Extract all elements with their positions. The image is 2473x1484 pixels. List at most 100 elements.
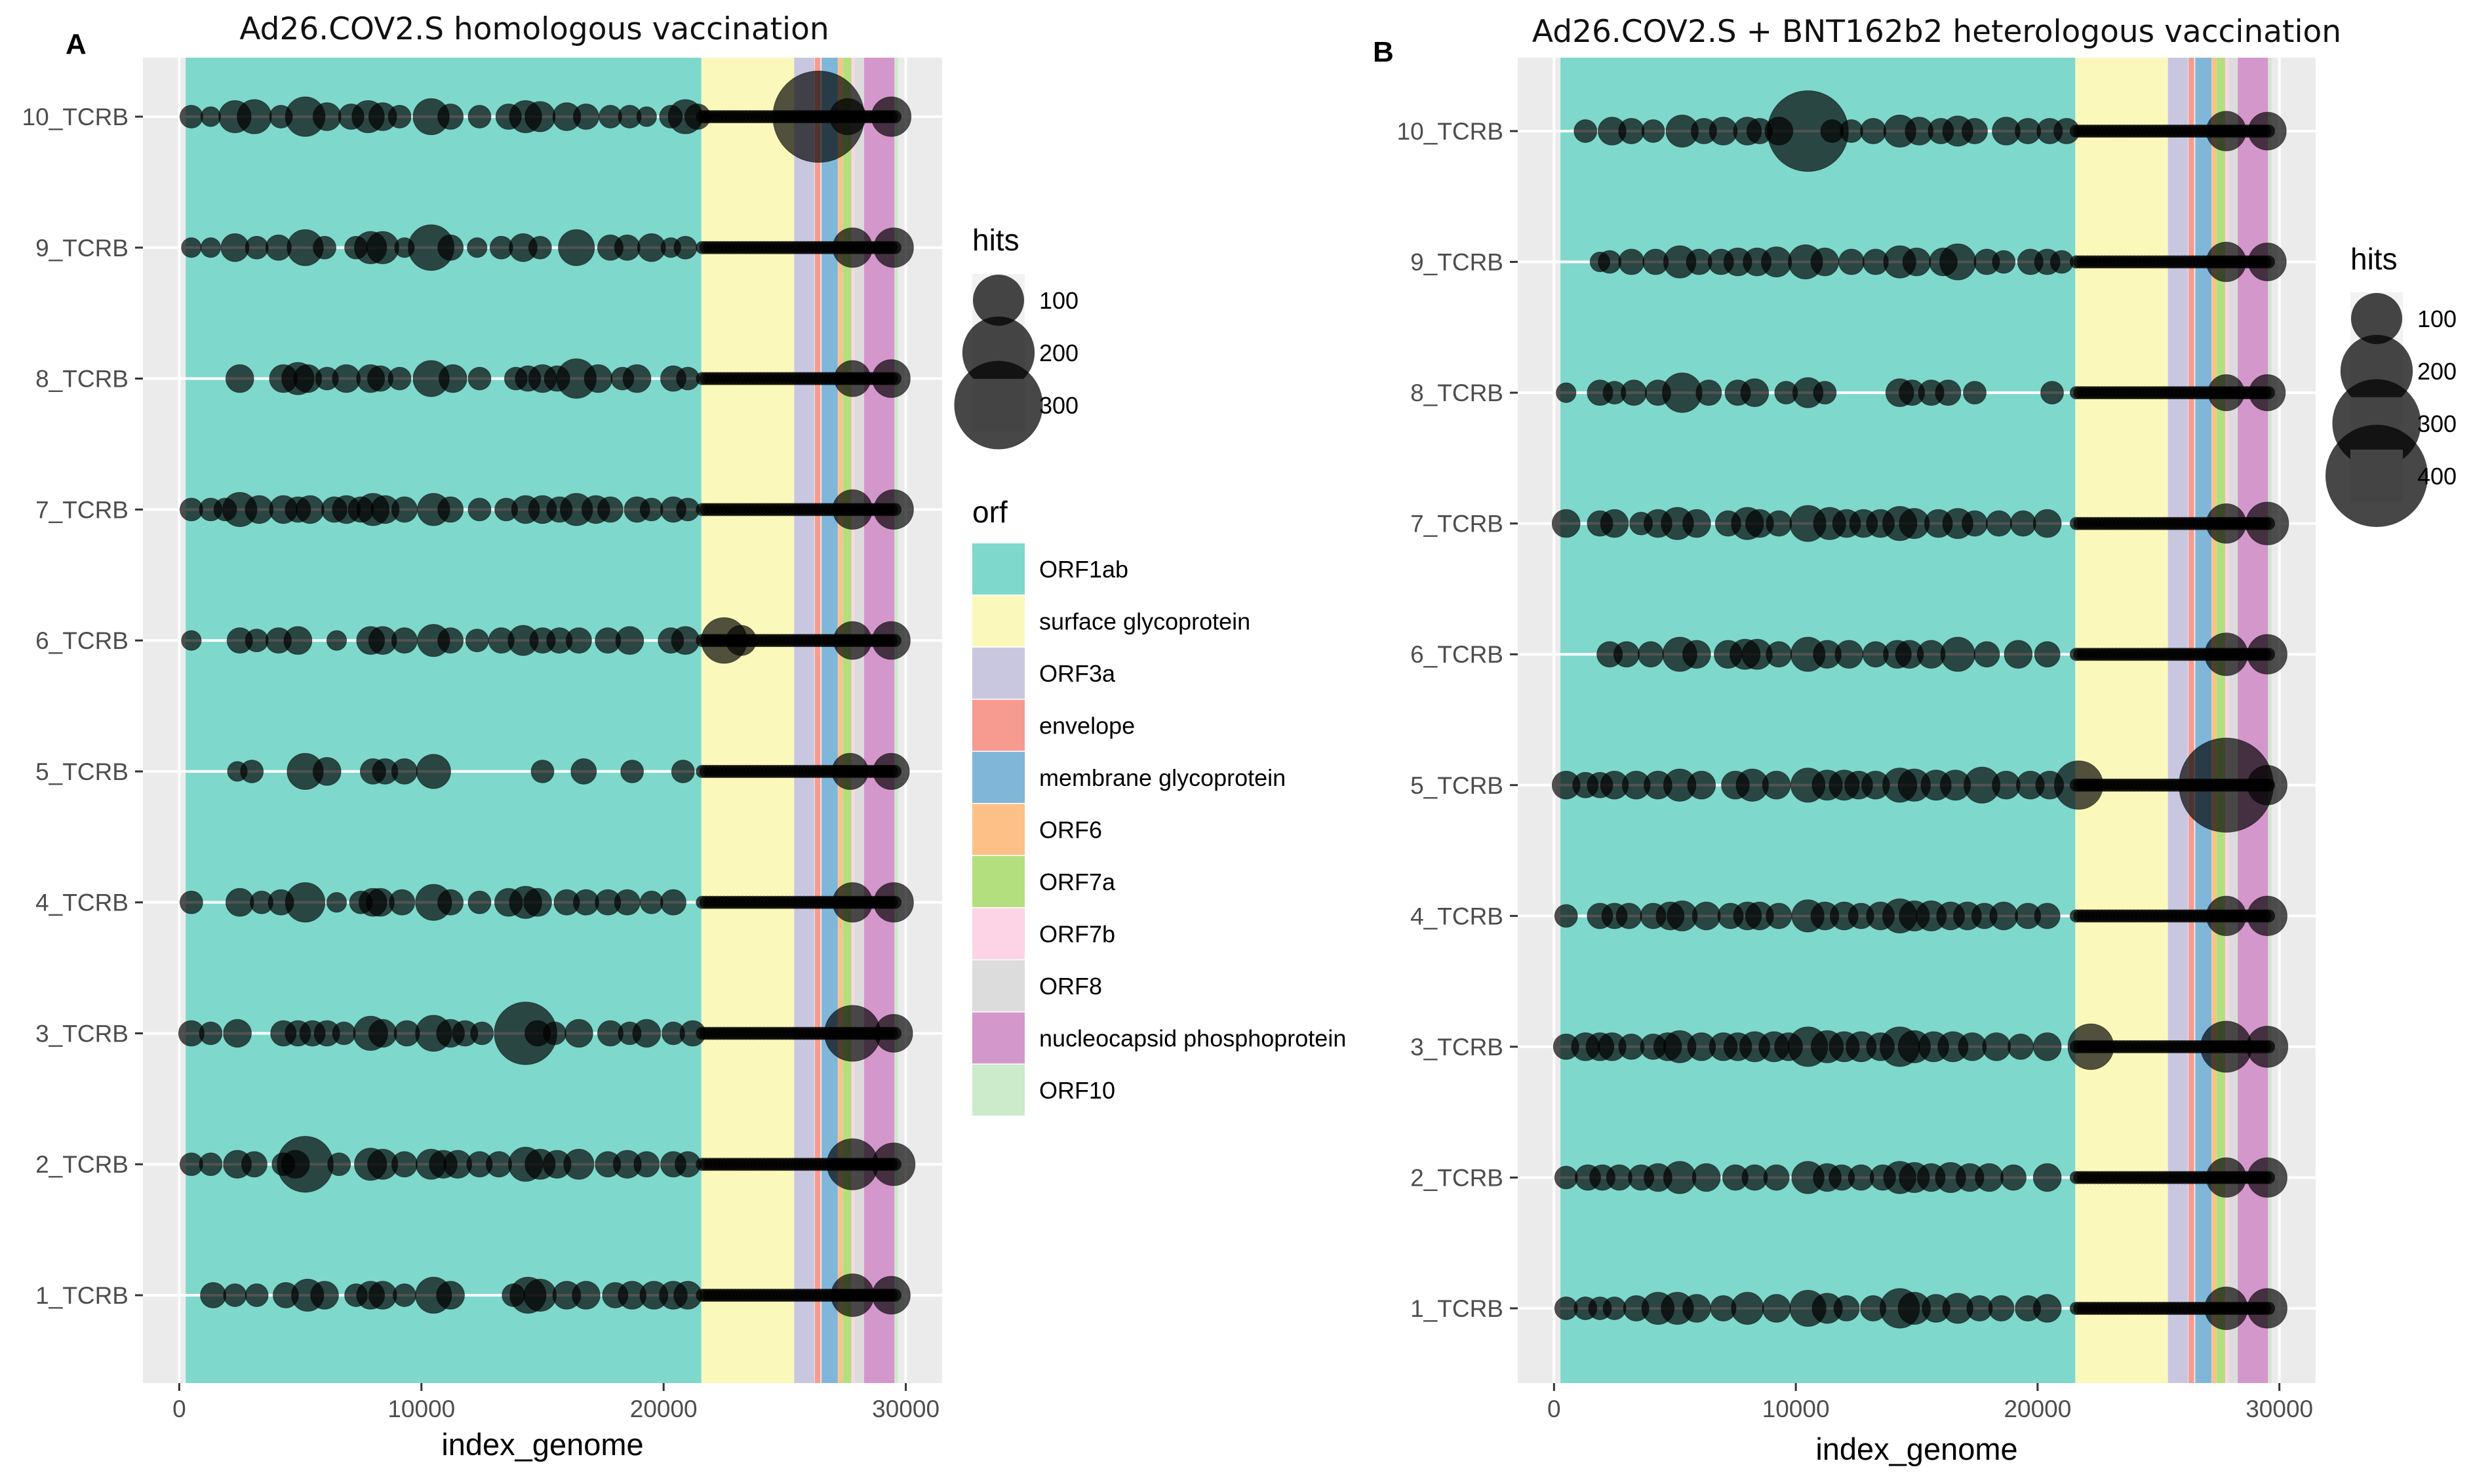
- data-point: [660, 889, 686, 916]
- data-point: [285, 882, 326, 923]
- data-point: [199, 1152, 223, 1177]
- data-point: [1740, 378, 1770, 407]
- data-point: [2246, 1025, 2289, 1068]
- hits-size-legend-b: 100 200 300 400: [2325, 292, 2457, 527]
- orf-legend-label: ORF10: [1039, 1077, 1115, 1104]
- y-tick-label: 7_TCRB: [1410, 511, 1503, 537]
- data-point: [387, 105, 412, 128]
- hits-size-legend-a: 100 200 300: [954, 274, 1078, 450]
- data-point: [467, 237, 488, 258]
- data-point: [389, 889, 416, 916]
- data-point: [436, 1281, 465, 1310]
- y-tick-label: 1_TCRB: [1410, 1295, 1503, 1322]
- data-point: [826, 1138, 879, 1190]
- data-point: [2032, 1032, 2062, 1061]
- data-point: [283, 626, 313, 655]
- data-point: [622, 364, 652, 393]
- panel-b-legends: hits 100 200 300 400: [2325, 242, 2457, 527]
- orf-region: [2188, 58, 2194, 1383]
- legend-size-point: [2351, 293, 2402, 344]
- data-point: [200, 106, 222, 127]
- data-point: [1940, 636, 1975, 672]
- data-point: [1692, 901, 1721, 931]
- data-point: [245, 1283, 269, 1307]
- data-point: [570, 758, 597, 785]
- data-point: [1687, 770, 1716, 800]
- data-point: [437, 104, 464, 130]
- data-point: [391, 627, 418, 654]
- data-point: [225, 888, 254, 917]
- data-point: [1615, 903, 1642, 929]
- data-point: [437, 889, 464, 916]
- data-point: [871, 96, 912, 137]
- legend-size-label: 300: [1039, 392, 1078, 419]
- y-tick-label: 1_TCRB: [35, 1282, 129, 1309]
- x-tick-label: 0: [172, 1396, 186, 1422]
- data-point: [584, 364, 613, 393]
- hits-legend-title-b: hits: [2350, 242, 2398, 276]
- panel-label-b: B: [1373, 36, 1394, 68]
- data-point: [1838, 248, 1865, 275]
- data-point: [1963, 381, 1987, 405]
- panel-a-points: [178, 70, 916, 1318]
- data-point: [277, 1135, 334, 1193]
- data-point: [326, 630, 347, 651]
- data-point: [181, 237, 202, 258]
- data-point: [636, 106, 657, 127]
- data-point: [1682, 1294, 1711, 1323]
- data-point: [2247, 895, 2287, 937]
- data-point: [2206, 111, 2247, 151]
- data-point: [1860, 118, 1887, 144]
- orf-legend-label: envelope: [1039, 713, 1135, 739]
- orf-legend-swatch: [972, 856, 1025, 907]
- data-point: [725, 625, 757, 656]
- data-point: [833, 621, 872, 660]
- orf-legend-label: ORF8: [1039, 973, 1102, 1000]
- y-tick-label: 2_TCRB: [35, 1151, 129, 1178]
- data-point: [614, 234, 641, 261]
- data-point: [2034, 903, 2061, 929]
- orf-legend-swatch: [972, 804, 1025, 855]
- data-point: [223, 1019, 252, 1048]
- data-point: [2247, 1157, 2287, 1198]
- orf-legend-label: ORF7a: [1039, 869, 1116, 895]
- data-point: [1939, 243, 1977, 281]
- data-point: [2054, 760, 2104, 810]
- data-point: [200, 237, 222, 258]
- panel-a-title: Ad26.COV2.S homologous vaccination: [239, 11, 829, 47]
- orf-legend-swatch: [972, 1064, 1025, 1116]
- orf-region: [2211, 58, 2217, 1383]
- y-tick-label: 5_TCRB: [35, 758, 129, 785]
- orf-legend-label: ORF1ab: [1039, 556, 1128, 583]
- data-point: [2247, 243, 2287, 281]
- panel-a-y-axis: 10_TCRB 9_TCRB 8_TCRB 7_TCRB 6_TCRB 5_TCRB 4_T…: [22, 104, 143, 1309]
- data-point: [467, 890, 492, 914]
- data-point: [2000, 1164, 2027, 1191]
- data-point: [1761, 246, 1792, 278]
- data-point: [620, 759, 644, 783]
- orf-legend-label: ORF7b: [1039, 921, 1115, 948]
- data-point: [391, 758, 418, 785]
- data-point: [327, 1152, 351, 1177]
- data-point: [1682, 640, 1711, 669]
- data-point: [2247, 634, 2287, 674]
- data-point: [1813, 381, 1837, 405]
- data-point: [871, 1142, 916, 1186]
- orf-legend-swatch: [972, 543, 1025, 595]
- data-point: [296, 495, 325, 524]
- orf-legend-swatch: [972, 648, 1025, 699]
- x-tick-label: 20000: [630, 1396, 698, 1422]
- data-point: [523, 1278, 557, 1312]
- data-point: [673, 235, 698, 260]
- y-tick-label: 4_TCRB: [35, 889, 129, 916]
- orf-legend-label: surface glycoprotein: [1039, 608, 1250, 635]
- x-tick-label: 20000: [2004, 1396, 2071, 1422]
- y-tick-label: 10_TCRB: [22, 104, 129, 130]
- panel-a-legends: hits 100 200 300 orf ORF1ab surface glycopr…: [954, 223, 1346, 1116]
- data-point: [2247, 111, 2287, 151]
- data-point: [523, 888, 552, 917]
- data-point: [465, 629, 489, 653]
- data-point: [2206, 503, 2247, 544]
- data-point: [831, 1273, 875, 1318]
- orf-region: [851, 58, 855, 1383]
